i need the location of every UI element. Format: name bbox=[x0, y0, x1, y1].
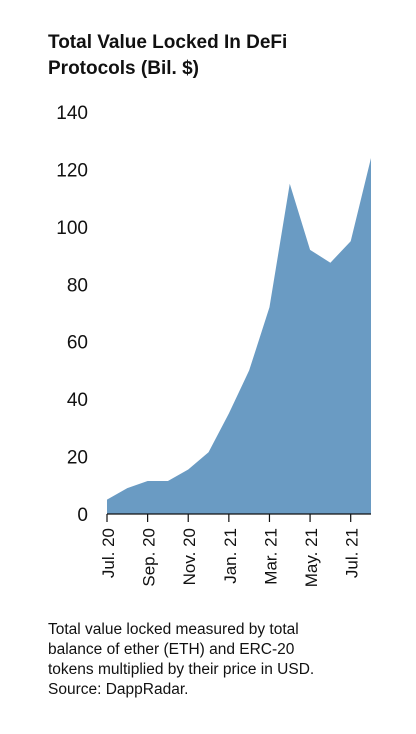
y-tick-label-120: 120 bbox=[56, 160, 88, 181]
footnote-line-3: tokens multiplied by their price in USD. bbox=[48, 661, 315, 678]
y-tick-label-80: 80 bbox=[67, 275, 88, 296]
x-tick-label-jul-20: Jul. 20 bbox=[99, 528, 118, 578]
area-series-0 bbox=[107, 157, 371, 514]
y-tick-label-100: 100 bbox=[56, 218, 88, 239]
y-tick-label-0: 0 bbox=[77, 505, 88, 526]
x-tick-label-nov-20: Nov. 20 bbox=[180, 528, 199, 585]
y-tick-label-60: 60 bbox=[67, 333, 88, 354]
chart-title-line-2: Protocols (Bil. $) bbox=[48, 58, 199, 79]
x-tick-label-may-21: May. 21 bbox=[302, 528, 321, 587]
chart-title: Total Value Locked In DeFi Protocols (Bi… bbox=[48, 30, 388, 82]
footnote-line-2: balance of ether (ETH) and ERC-20 bbox=[48, 641, 295, 658]
x-tick-label-sep-20: Sep. 20 bbox=[140, 528, 159, 587]
x-tick-label-mar-21: Mar. 21 bbox=[261, 528, 280, 585]
y-tick-label-20: 20 bbox=[67, 448, 88, 469]
footnote-line-1: Total value locked measured by total bbox=[48, 621, 299, 638]
x-tick-label-jul-21: Jul. 21 bbox=[343, 528, 362, 578]
y-tick-label-40: 40 bbox=[67, 390, 88, 411]
footnote-source: Source: DappRadar. bbox=[48, 681, 189, 698]
x-tick-label-jan-21: Jan. 21 bbox=[221, 528, 240, 584]
y-tick-label-140: 140 bbox=[56, 103, 88, 124]
chart-footnote: Total value locked measured by total bal… bbox=[48, 620, 398, 700]
chart-title-line-1: Total Value Locked In DeFi bbox=[48, 32, 288, 53]
tvl-area-chart: 0 20 40 60 80 100 120 140 Jul. 20 Sep. 20 Nov. 20 J… bbox=[56, 103, 371, 587]
